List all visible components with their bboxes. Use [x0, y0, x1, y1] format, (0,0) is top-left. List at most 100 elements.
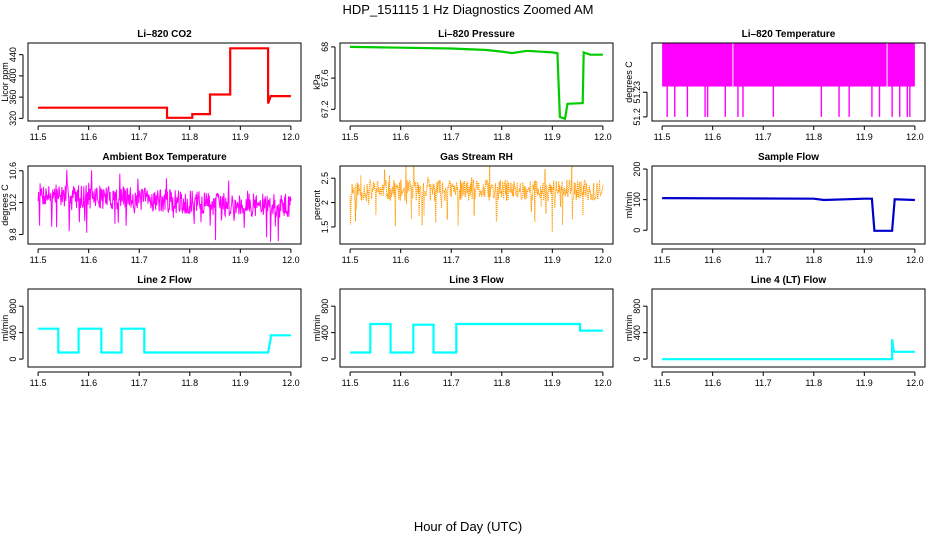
y-tick-label: 440: [8, 47, 18, 62]
y-tick-label: 67.6: [320, 69, 330, 87]
plot-frame: [339, 288, 614, 368]
y-tick-label: 51.23: [632, 81, 642, 104]
plot-frame: [651, 288, 926, 368]
y-tick-label: 400: [8, 325, 18, 340]
x-tick-label: 11.6: [704, 378, 721, 388]
x-tick-label: 11.5: [30, 378, 47, 388]
y-axis-label: ml/min: [0, 315, 10, 342]
chart-panel: Li–820 Pressure kPa 11.5 11.6 11.7 11.8 11.9 12…: [312, 29, 614, 142]
y-axis: 320 360 400 440: [8, 47, 24, 126]
data-series-line: [38, 47, 291, 119]
x-tick-label: 12.0: [282, 378, 300, 388]
y-tick-label: 400: [632, 325, 642, 340]
y-tick-label: 0: [632, 228, 642, 233]
x-tick-label: 12.0: [906, 132, 924, 142]
x-tick-label: 11.7: [755, 378, 772, 388]
x-axis: 11.5 11.6 11.7 11.8 11.9 12.0: [654, 125, 924, 142]
chart-panel: Line 3 Flow ml/min 11.5 11.6 11.7 11.8 11.9 12.…: [312, 275, 614, 388]
y-tick-label: 800: [320, 299, 330, 314]
x-tick-label: 11.9: [856, 132, 873, 142]
x-tick-label: 11.7: [755, 255, 772, 265]
x-tick-label: 11.9: [856, 378, 873, 388]
x-tick-label: 11.7: [131, 378, 148, 388]
panel-title: Gas Stream RH: [440, 152, 513, 163]
y-axis-label: Licor ppm: [0, 62, 10, 102]
y-axis: 51.2 51.23: [632, 81, 648, 126]
y-tick-label: 67.2: [320, 101, 330, 119]
panel-title: Li–820 Temperature: [742, 29, 836, 40]
plot-frame: [27, 42, 302, 122]
x-tick-label: 11.8: [805, 378, 822, 388]
plot-frame: [339, 42, 614, 122]
y-tick-label: 0: [8, 357, 18, 362]
x-tick-label: 12.0: [906, 378, 924, 388]
y-axis: 0 400 800: [8, 299, 24, 362]
panel-title: Line 4 (LT) Flow: [751, 275, 827, 286]
data-layer: [662, 197, 915, 232]
panel-title: Ambient Box Temperature: [102, 152, 227, 163]
y-axis: 1.5 2 2.5: [320, 172, 336, 233]
x-tick-label: 11.6: [80, 378, 97, 388]
x-tick-label: 11.5: [654, 255, 671, 265]
x-tick-label: 11.6: [704, 132, 721, 142]
x-tick-label: 12.0: [282, 132, 300, 142]
data-layer: [37, 169, 292, 242]
x-tick-label: 11.8: [181, 378, 198, 388]
data-series-line: [662, 197, 915, 232]
x-axis: 11.5 11.6 11.7 11.8 11.9 12.0: [342, 248, 612, 265]
plot-frame: [651, 165, 926, 245]
chart-panel: Line 2 Flow ml/min 11.5 11.6 11.7 11.8 11.9 12.…: [0, 275, 302, 388]
y-axis: 0 100 200: [632, 162, 648, 233]
x-tick-label: 11.8: [493, 378, 510, 388]
chart-panel: Ambient Box Temperature degrees C 11.5 11.6…: [0, 152, 302, 265]
y-tick-label: 800: [632, 299, 642, 314]
x-tick-label: 11.8: [805, 132, 822, 142]
y-tick-label: 800: [8, 299, 18, 314]
panel-title: Li–820 CO2: [137, 29, 192, 40]
x-axis: 11.5 11.6 11.7 11.8 11.9 12.0: [654, 371, 924, 388]
data-series-line: [349, 166, 604, 233]
chart-panel: Li–820 CO2 Licor ppm 11.5 11.6 11.7 11.8 11.9 1…: [0, 29, 302, 142]
y-tick-label: 400: [8, 68, 18, 83]
x-axis: 11.5 11.6 11.7 11.8 11.9 12.0: [342, 125, 612, 142]
plot-frame: [27, 288, 302, 368]
data-series-line: [37, 169, 292, 242]
data-series-line: [350, 45, 603, 121]
x-tick-label: 11.5: [342, 378, 359, 388]
y-tick-label: 0: [632, 357, 642, 362]
y-tick-label: 9.8: [8, 228, 18, 241]
y-axis-label: kPa: [312, 74, 322, 90]
x-axis-label: Hour of Day (UTC): [413, 519, 523, 534]
x-tick-label: 11.8: [805, 255, 822, 265]
y-axis-label: ml/min: [312, 315, 322, 342]
x-axis: 11.5 11.6 11.7 11.8 11.9 12.0: [654, 248, 924, 265]
x-tick-label: 11.7: [443, 255, 460, 265]
x-tick-label: 11.9: [232, 378, 249, 388]
x-axis: 11.5 11.6 11.7 11.8 11.9 12.0: [30, 125, 300, 142]
panel-title: Line 2 Flow: [137, 275, 192, 286]
y-tick-label: 400: [320, 325, 330, 340]
figure-title: HDP_151115 1 Hz Diagnostics Zoomed AM: [342, 2, 594, 17]
x-tick-label: 12.0: [594, 378, 612, 388]
data-layer: [38, 327, 291, 354]
y-tick-label: 200: [632, 162, 642, 177]
data-layer: [350, 45, 603, 121]
y-tick-label: 320: [8, 111, 18, 126]
x-tick-label: 11.6: [80, 132, 97, 142]
y-axis-label: degrees C: [0, 184, 10, 226]
y-tick-label: 51.2: [632, 108, 642, 126]
x-tick-label: 11.7: [443, 132, 460, 142]
y-axis: 0 400 800: [320, 299, 336, 362]
panel-title: Line 3 Flow: [449, 275, 504, 286]
x-tick-label: 11.6: [392, 378, 409, 388]
x-tick-label: 11.9: [544, 378, 561, 388]
x-tick-label: 11.9: [856, 255, 873, 265]
x-tick-label: 11.6: [392, 255, 409, 265]
data-layer: [662, 43, 915, 117]
x-tick-label: 11.5: [654, 132, 671, 142]
y-axis-label: ml/min: [624, 315, 634, 342]
data-layer: [662, 339, 915, 361]
y-axis: 9.8 10.2 10.6: [8, 162, 24, 241]
y-tick-label: 68: [320, 42, 330, 52]
